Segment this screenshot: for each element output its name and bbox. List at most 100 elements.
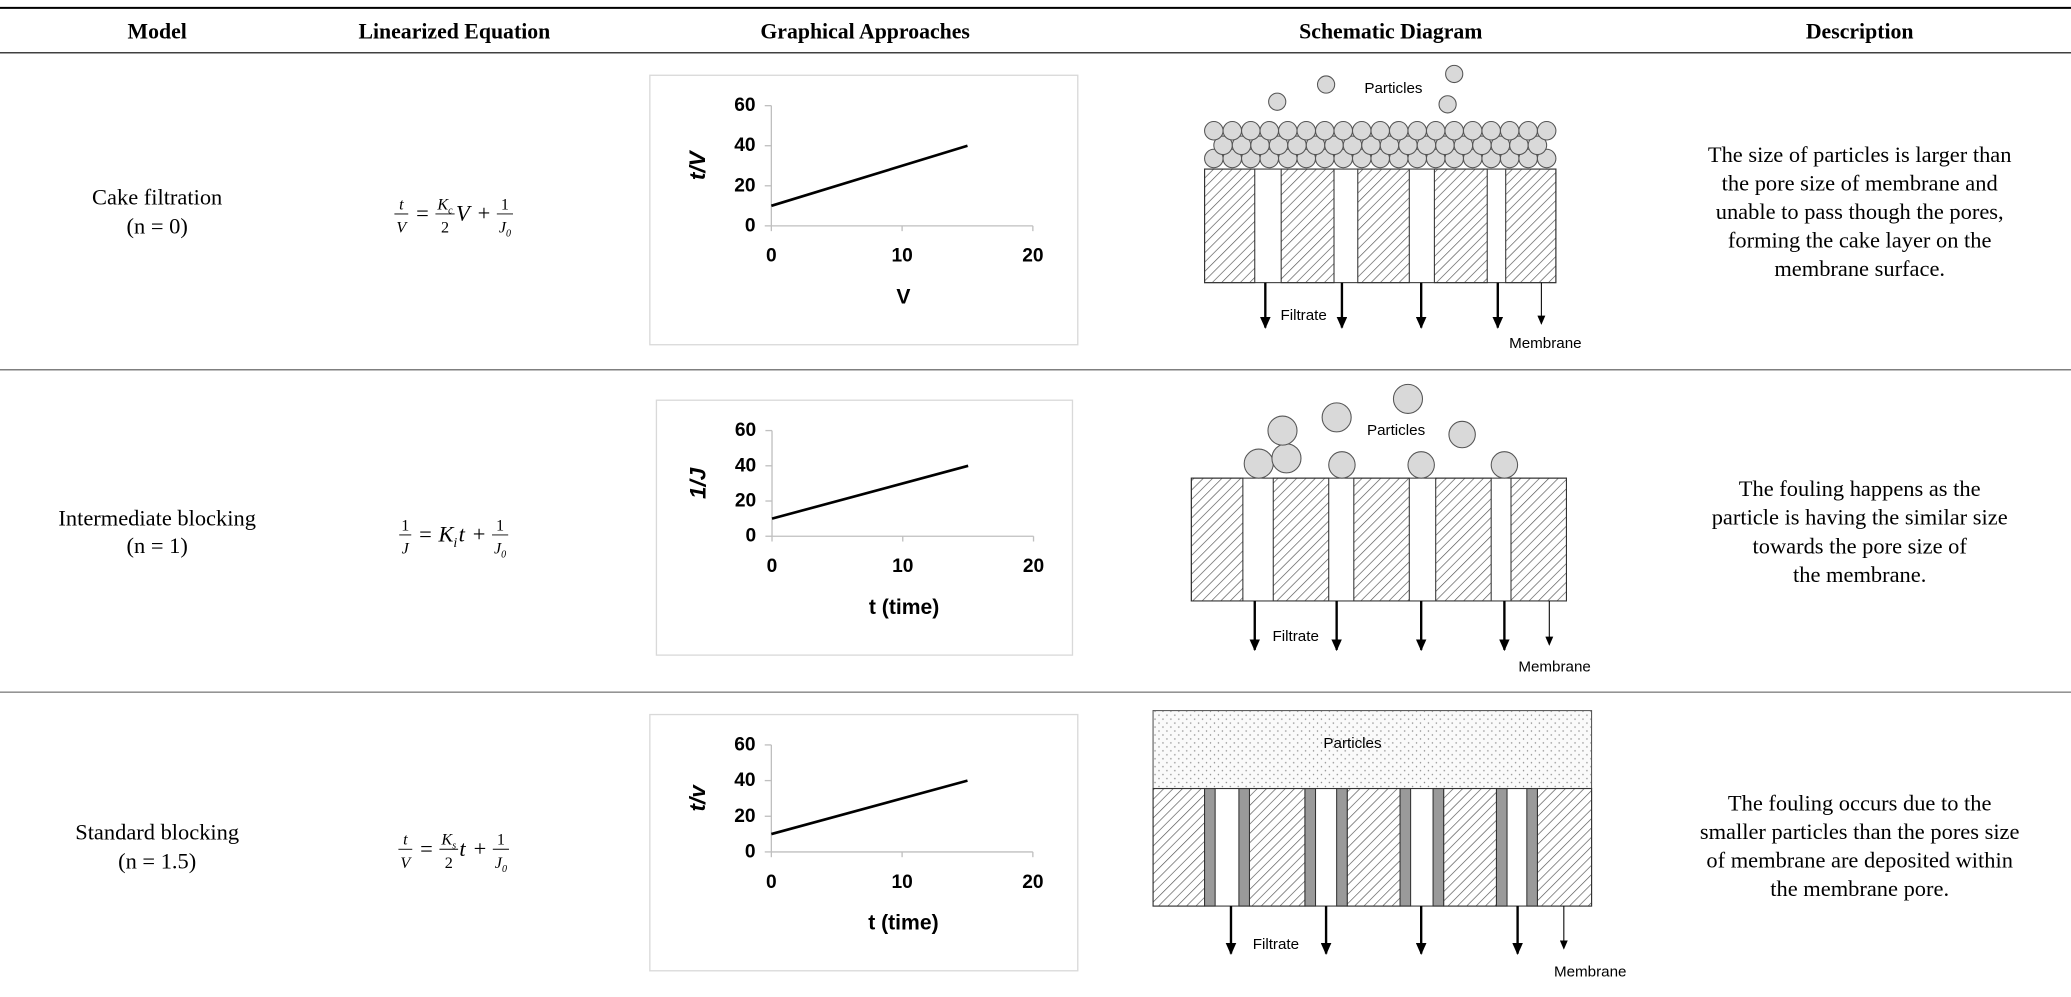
membrane-block xyxy=(1495,787,1508,907)
equation-part: t xyxy=(459,522,466,547)
membrane-outline xyxy=(1152,787,1593,907)
membrane-block xyxy=(1190,477,1244,602)
y-tick-label: 0 xyxy=(745,841,756,862)
equation-symbol: 1 xyxy=(497,832,505,849)
equation-part: = xyxy=(419,522,432,547)
membrane-block xyxy=(1248,787,1306,907)
description-line: The size of particles is larger than xyxy=(1708,142,2012,167)
membrane-block xyxy=(1536,787,1593,907)
equation-part: 1 J 0 xyxy=(492,517,509,560)
equation-part: 1 J 0 xyxy=(492,832,509,875)
y-axis-label: t/V xyxy=(685,149,710,180)
equation-part: t xyxy=(459,836,466,861)
particle xyxy=(1407,120,1427,141)
equation-symbol: 2 xyxy=(441,219,449,236)
particle xyxy=(1407,451,1435,479)
description-line: unable to pass though the pores, xyxy=(1716,199,2004,224)
membrane-block xyxy=(1432,787,1445,907)
x-axis-label: V xyxy=(896,286,910,309)
description-line: membrane surface. xyxy=(1774,256,1945,281)
equation-part: V xyxy=(456,201,472,226)
chart-frame xyxy=(649,74,1079,346)
equation-part: = xyxy=(416,201,429,226)
equation-symbol: + xyxy=(473,522,486,547)
particle xyxy=(1296,120,1317,141)
membrane-block xyxy=(1280,168,1335,284)
data-line xyxy=(770,144,968,208)
particle xyxy=(1425,120,1446,141)
column-header: Schematic Diagram xyxy=(1299,20,1482,44)
chart-frame xyxy=(649,713,1079,972)
equation-symbol: K xyxy=(436,196,449,213)
equation-symbol: J xyxy=(494,540,502,557)
equation-symbol: t xyxy=(399,196,404,213)
equation-part: t xyxy=(399,196,404,213)
table: Model Linearized Equation Graphical Approa… xyxy=(0,6,2071,981)
diagram-label: Particles xyxy=(1367,422,1426,439)
data-line xyxy=(771,464,969,520)
x-tick-label: 10 xyxy=(891,246,912,267)
column-header: Graphical Approaches xyxy=(760,20,970,44)
equation-subscript: 0 xyxy=(501,549,506,560)
equation-subscript: i xyxy=(453,536,457,551)
equation-symbol: K xyxy=(440,832,453,849)
membrane-block xyxy=(1353,477,1410,602)
equation-symbol: 2 xyxy=(445,855,453,872)
equation-part: t xyxy=(403,832,408,849)
y-tick-label: 0 xyxy=(746,526,757,547)
y-tick-label: 40 xyxy=(734,135,755,156)
particle xyxy=(1321,402,1352,433)
data-line xyxy=(770,779,968,836)
equation-symbol: t xyxy=(459,522,466,547)
particle xyxy=(1518,120,1538,141)
y-tick-label: 20 xyxy=(734,806,755,827)
equation-part: + xyxy=(473,522,486,547)
y-tick-label: 40 xyxy=(734,770,755,791)
membrane-block xyxy=(1204,787,1216,907)
particle xyxy=(1204,120,1224,141)
equation-symbol: J xyxy=(495,855,503,872)
equation-part: J xyxy=(402,540,410,557)
particle xyxy=(1351,120,1372,141)
particle xyxy=(1388,120,1409,141)
particle xyxy=(1536,120,1557,141)
y-tick-label: 60 xyxy=(734,734,755,755)
particle xyxy=(1222,120,1243,141)
equation-symbol: J xyxy=(499,219,507,236)
membrane-block xyxy=(1357,168,1410,284)
particle xyxy=(1370,120,1391,141)
membrane-outline xyxy=(1190,477,1567,602)
diagram-label: Filtrate xyxy=(1280,307,1326,324)
particle xyxy=(1438,95,1457,114)
x-tick-label: 20 xyxy=(1022,246,1043,267)
membrane-block xyxy=(1510,477,1567,602)
particle xyxy=(1527,135,1548,156)
equation-part: V xyxy=(396,219,408,236)
description-line: of membrane are deposited within xyxy=(1706,848,2013,873)
diagram-label: Filtrate xyxy=(1253,936,1299,953)
chart-frame xyxy=(655,399,1074,656)
equation-symbol: = xyxy=(416,201,429,226)
equation-symbol: + xyxy=(474,836,487,861)
x-tick-label: 20 xyxy=(1023,556,1044,577)
particle xyxy=(1462,120,1483,141)
model-name: Cake filtration xyxy=(92,184,222,209)
membrane-block xyxy=(1204,168,1256,284)
particle xyxy=(1314,120,1335,141)
diagram-label: Particles xyxy=(1323,735,1382,752)
particle xyxy=(1448,420,1476,449)
diagram-label: Membrane xyxy=(1554,964,1627,981)
x-tick-label: 10 xyxy=(891,872,912,893)
column-header: Linearized Equation xyxy=(358,20,550,44)
equation-part: + xyxy=(474,836,487,861)
equation-part: 2 xyxy=(445,855,453,872)
